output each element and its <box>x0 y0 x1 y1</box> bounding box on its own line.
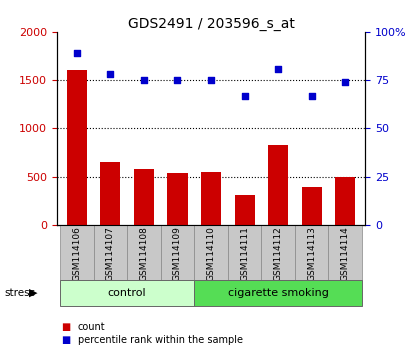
Bar <box>134 169 154 225</box>
Text: ■: ■ <box>61 335 70 345</box>
Bar <box>302 187 322 225</box>
Text: ▶: ▶ <box>29 288 37 298</box>
Text: GSM114107: GSM114107 <box>106 227 115 281</box>
Bar <box>94 225 127 280</box>
Bar <box>60 225 94 280</box>
Bar <box>335 177 355 225</box>
Text: GSM114106: GSM114106 <box>72 227 81 281</box>
Bar <box>127 225 161 280</box>
Text: count: count <box>78 322 105 332</box>
Bar <box>194 225 228 280</box>
Point <box>107 72 114 77</box>
Point <box>241 93 248 98</box>
Point <box>174 77 181 83</box>
Text: GSM114113: GSM114113 <box>307 227 316 281</box>
Text: GSM114111: GSM114111 <box>240 227 249 281</box>
Text: GSM114109: GSM114109 <box>173 227 182 281</box>
Point <box>141 77 147 83</box>
Text: control: control <box>108 288 147 298</box>
Point <box>275 66 281 72</box>
Bar <box>261 225 295 280</box>
Text: stress: stress <box>4 288 35 298</box>
Point <box>308 93 315 98</box>
Bar <box>67 70 87 225</box>
Point <box>208 77 215 83</box>
Bar <box>161 225 194 280</box>
Bar <box>295 225 328 280</box>
Bar <box>201 172 221 225</box>
Bar <box>100 162 121 225</box>
Point <box>342 79 349 85</box>
Bar <box>328 225 362 280</box>
Text: GSM114112: GSM114112 <box>274 227 283 281</box>
Bar <box>228 225 261 280</box>
Bar <box>194 280 362 306</box>
Text: GSM114110: GSM114110 <box>207 227 215 281</box>
Bar <box>234 195 255 225</box>
Text: GSM114114: GSM114114 <box>341 227 350 281</box>
Point <box>74 50 80 56</box>
Bar <box>268 145 288 225</box>
Title: GDS2491 / 203596_s_at: GDS2491 / 203596_s_at <box>128 17 294 31</box>
Text: cigarette smoking: cigarette smoking <box>228 288 328 298</box>
Text: percentile rank within the sample: percentile rank within the sample <box>78 335 243 345</box>
Bar <box>168 173 188 225</box>
Text: ■: ■ <box>61 322 70 332</box>
Text: GSM114108: GSM114108 <box>139 227 148 281</box>
Bar <box>60 280 194 306</box>
